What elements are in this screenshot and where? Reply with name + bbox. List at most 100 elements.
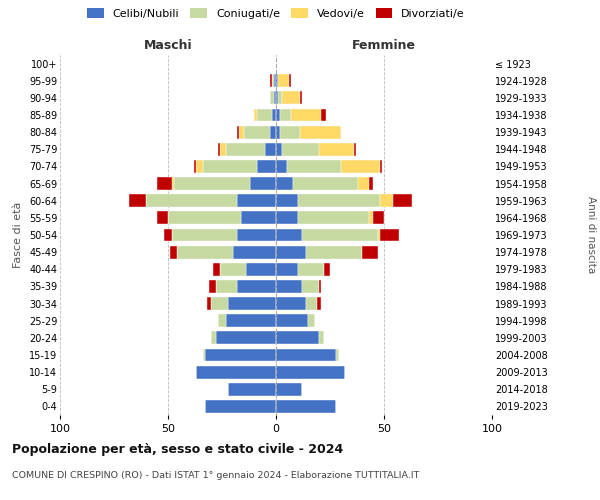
Bar [276, 126, 280, 138]
Bar [380, 160, 382, 173]
Bar [276, 400, 337, 413]
Bar [276, 297, 306, 310]
Bar [276, 366, 345, 378]
Bar [226, 314, 276, 327]
Bar [276, 246, 306, 258]
Bar [276, 143, 283, 156]
Bar [218, 314, 226, 327]
Bar [215, 280, 237, 293]
Bar [272, 108, 276, 122]
Text: Popolazione per età, sesso e stato civile - 2024: Popolazione per età, sesso e stato civil… [12, 442, 343, 456]
Bar [369, 212, 373, 224]
Bar [358, 177, 369, 190]
Bar [269, 126, 276, 138]
Legend: Celibi/Nubili, Coniugati/e, Vedovi/e, Divorziati/e: Celibi/Nubili, Coniugati/e, Vedovi/e, Di… [87, 8, 465, 19]
Text: Femmine: Femmine [352, 38, 416, 52]
Bar [196, 366, 276, 378]
Bar [205, 400, 276, 413]
Bar [196, 160, 203, 173]
Bar [203, 160, 257, 173]
Bar [168, 212, 241, 224]
Bar [176, 246, 233, 258]
Bar [209, 280, 215, 293]
Bar [276, 263, 298, 276]
Bar [272, 74, 274, 87]
Bar [175, 177, 250, 190]
Bar [354, 143, 356, 156]
Bar [194, 160, 196, 173]
Bar [164, 228, 172, 241]
Bar [214, 263, 220, 276]
Bar [276, 74, 278, 87]
Bar [274, 92, 276, 104]
Y-axis label: Fasce di età: Fasce di età [13, 202, 23, 268]
Bar [276, 212, 298, 224]
Bar [276, 228, 302, 241]
Bar [276, 108, 280, 122]
Bar [280, 108, 291, 122]
Bar [172, 177, 175, 190]
Bar [276, 194, 298, 207]
Bar [306, 246, 362, 258]
Bar [380, 194, 392, 207]
Bar [276, 160, 287, 173]
Bar [203, 348, 205, 362]
Bar [229, 383, 276, 396]
Bar [211, 332, 215, 344]
Bar [278, 74, 289, 87]
Bar [276, 383, 302, 396]
Bar [220, 263, 246, 276]
Bar [308, 314, 315, 327]
Bar [276, 92, 278, 104]
Bar [283, 143, 319, 156]
Bar [157, 212, 168, 224]
Bar [205, 348, 276, 362]
Bar [237, 228, 276, 241]
Text: Anni di nascita: Anni di nascita [586, 196, 596, 274]
Bar [244, 126, 269, 138]
Bar [300, 126, 341, 138]
Bar [254, 108, 257, 122]
Bar [211, 297, 229, 310]
Bar [298, 263, 323, 276]
Bar [323, 263, 330, 276]
Bar [278, 92, 283, 104]
Bar [207, 297, 211, 310]
Bar [276, 314, 308, 327]
Bar [317, 297, 322, 310]
Bar [289, 74, 291, 87]
Bar [269, 92, 274, 104]
Bar [218, 143, 220, 156]
Bar [276, 280, 302, 293]
Bar [237, 194, 276, 207]
Bar [302, 280, 319, 293]
Bar [172, 228, 237, 241]
Bar [276, 177, 293, 190]
Bar [241, 212, 276, 224]
Bar [377, 228, 380, 241]
Bar [300, 92, 302, 104]
Bar [306, 297, 317, 310]
Bar [291, 108, 322, 122]
Bar [287, 160, 341, 173]
Text: Maschi: Maschi [143, 38, 193, 52]
Bar [280, 126, 300, 138]
Bar [250, 177, 276, 190]
Bar [229, 297, 276, 310]
Bar [337, 348, 338, 362]
Bar [274, 74, 276, 87]
Bar [373, 212, 384, 224]
Bar [257, 108, 272, 122]
Bar [322, 108, 326, 122]
Bar [257, 160, 276, 173]
Bar [239, 126, 244, 138]
Bar [319, 143, 354, 156]
Bar [283, 92, 300, 104]
Bar [319, 332, 323, 344]
Bar [341, 160, 380, 173]
Bar [220, 143, 226, 156]
Bar [276, 332, 319, 344]
Bar [298, 194, 380, 207]
Bar [237, 280, 276, 293]
Bar [157, 177, 172, 190]
